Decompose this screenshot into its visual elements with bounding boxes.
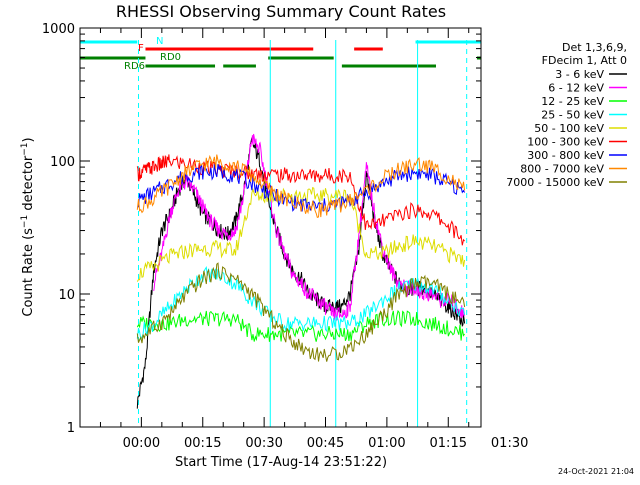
plot-frame (79, 27, 482, 428)
y-tick-label: 1000 (42, 22, 75, 37)
x-tick-label: 00:15 (184, 436, 221, 451)
date-stamp: 24-Oct-2021 21:04 (558, 467, 634, 476)
y-axis-label: Count Rate (s−1 detector−1) (20, 137, 36, 316)
series-line-8 (136, 262, 466, 362)
vertical-markers (138, 40, 468, 427)
legend-label: 3 - 6 keV (555, 68, 604, 81)
flag-label-n: N (156, 36, 163, 47)
x-tick-label: 00:30 (245, 436, 282, 451)
legend-label: 100 - 300 keV (527, 136, 604, 149)
legend-label: 25 - 50 keV (541, 109, 604, 122)
series-line-5 (136, 154, 465, 246)
series-line-7 (136, 154, 466, 219)
y-tick-label: 1 (67, 421, 75, 436)
x-tick-label: 01:00 (368, 436, 405, 451)
x-tick-label: 00:45 (307, 436, 344, 451)
x-tick-label: 01:30 (491, 436, 528, 451)
y-tick-label: 100 (50, 155, 75, 170)
series-lines (136, 133, 466, 409)
legend-label: 12 - 25 keV (541, 95, 604, 108)
series-line-3 (136, 265, 466, 341)
legend-label: 800 - 7000 keV (520, 163, 604, 176)
flag-label-f: F (138, 43, 144, 54)
legend-label: 50 - 100 keV (534, 122, 604, 135)
x-axis-label: Start Time (17-Aug-14 23:51:22) (175, 455, 387, 470)
series-line-2 (136, 309, 466, 342)
legend-label: 300 - 800 keV (527, 149, 604, 162)
flag-label-rd0: RD0 (160, 52, 181, 63)
series-line-6 (137, 163, 466, 213)
flag-label-rd6: RD6 (124, 61, 145, 72)
chart-title: RHESSI Observing Summary Count Rates (116, 2, 446, 21)
legend-label: 7000 - 15000 keV (506, 176, 604, 189)
legend-header-line2: FDecim 1, Att 0 (542, 54, 627, 67)
x-tick-label: 00:00 (123, 436, 160, 451)
legend-label: 6 - 12 keV (548, 82, 604, 95)
axes: 1 10 100 1000 00:00 00:15 00:30 00:45 01:00 01:15… (42, 22, 528, 451)
legend-header-line1: Det 1,3,6,9, (562, 41, 627, 54)
x-tick-label: 01:15 (430, 436, 467, 451)
legend: Det 1,3,6,9, FDecim 1, Att 0 3 - 6 keV6 … (506, 41, 627, 189)
y-tick-label: 10 (58, 288, 75, 303)
flag-bars: N F RD0 RD6 (80, 36, 481, 72)
